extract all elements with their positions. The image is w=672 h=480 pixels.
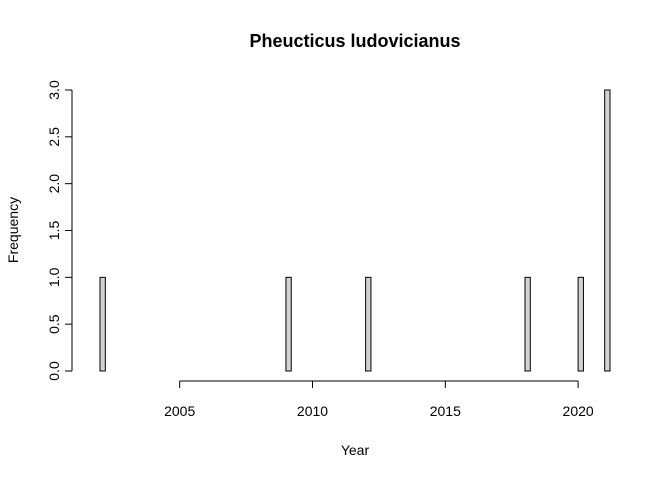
- histogram-bar: [524, 276, 531, 372]
- y-axis-label: Frequency: [5, 197, 21, 263]
- y-tick-label: 3.0: [46, 80, 62, 100]
- y-tick-label: 2.5: [46, 127, 62, 147]
- y-tick-label: 1.5: [46, 221, 62, 241]
- x-axis: 2005 2010 2015 2020: [164, 380, 594, 419]
- x-tick-label: 2005: [164, 403, 195, 419]
- chart-title: Pheucticus ludovicianus: [249, 31, 460, 51]
- y-tick-label: 2.0: [46, 174, 62, 194]
- histogram-bar: [99, 276, 106, 372]
- histogram-bar: [365, 276, 372, 372]
- x-tick-label: 2015: [430, 403, 461, 419]
- bars-group: [99, 89, 611, 372]
- x-axis-label: Year: [341, 442, 370, 458]
- x-tick-label: 2020: [563, 403, 594, 419]
- y-tick-label: 0.0: [46, 361, 62, 381]
- histogram-bar: [604, 89, 611, 372]
- x-tick-label: 2010: [297, 403, 328, 419]
- y-tick-label: 1.0: [46, 267, 62, 287]
- histogram-bar: [577, 276, 584, 372]
- y-tick-label: 0.5: [46, 314, 62, 334]
- histogram-bar: [285, 276, 292, 372]
- y-axis: 0.0 0.5 1.0 1.5 2.0 2.5 3.0: [46, 80, 73, 381]
